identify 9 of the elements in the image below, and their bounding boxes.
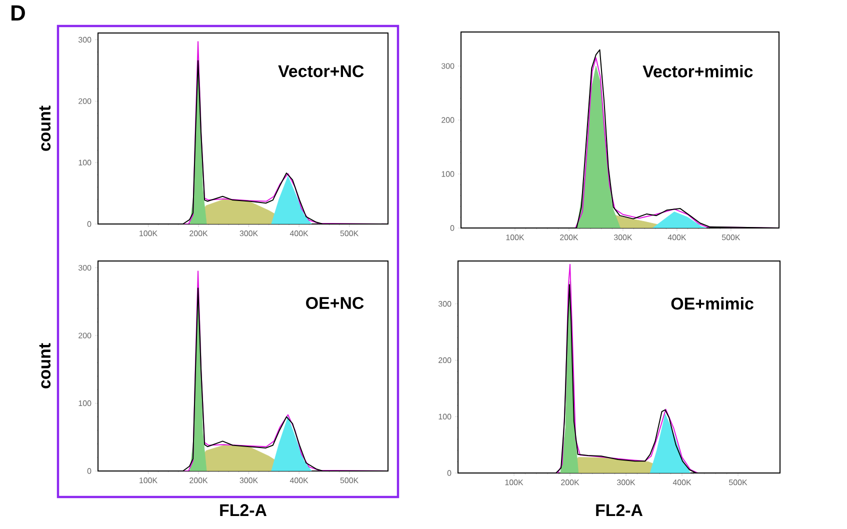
text: OE+mimic [671,297,754,310]
text: Vector+NC [278,65,364,78]
y-axis-title: count [39,343,51,388]
y-axis-title: count [39,106,51,151]
text: Vector+mimic [642,64,753,78]
text: D [12,5,25,20]
x-axis-title: FL2-A [596,504,643,516]
text: OE+NC [306,297,364,309]
x-axis-title: FL2-A [220,504,267,516]
